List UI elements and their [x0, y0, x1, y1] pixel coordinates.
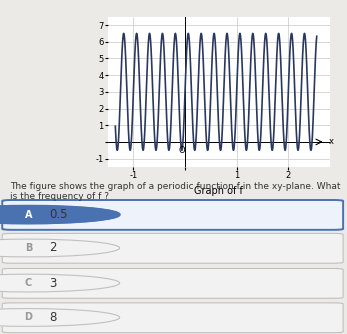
Text: O: O — [179, 146, 185, 155]
Text: 0.5: 0.5 — [50, 208, 68, 221]
Text: The figure shows the graph of a periodic function f in the xy-plane. What is the: The figure shows the graph of a periodic… — [10, 182, 341, 201]
X-axis label: Graph of f: Graph of f — [194, 186, 243, 196]
Circle shape — [0, 239, 120, 257]
Text: 2: 2 — [50, 241, 57, 255]
Text: 8: 8 — [50, 311, 57, 324]
Circle shape — [0, 274, 120, 292]
FancyBboxPatch shape — [2, 269, 343, 298]
Text: 3: 3 — [50, 277, 57, 290]
Text: x: x — [329, 138, 333, 146]
Text: C: C — [25, 278, 32, 288]
FancyBboxPatch shape — [2, 233, 343, 263]
Circle shape — [0, 206, 120, 223]
Circle shape — [0, 309, 120, 326]
Text: D: D — [24, 313, 32, 322]
FancyBboxPatch shape — [2, 303, 343, 333]
Text: B: B — [25, 243, 32, 253]
FancyBboxPatch shape — [2, 200, 343, 230]
Text: A: A — [25, 210, 32, 219]
